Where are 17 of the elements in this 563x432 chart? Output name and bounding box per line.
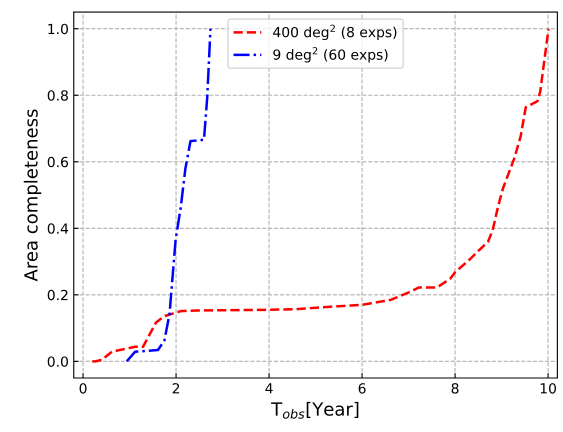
x-tick-label: 0 — [80, 383, 87, 394]
line-series — [126, 27, 212, 363]
legend-label: 9 deg$^{2}$ (60 exps) — [273, 47, 388, 63]
y-tick-label: 0.2 — [48, 290, 68, 300]
x-tick-label: 10 — [540, 383, 556, 394]
x-tick-label: 8 — [452, 383, 459, 394]
y-tick-label: 1.0 — [48, 24, 68, 34]
y-tick-label: 0.6 — [48, 156, 68, 168]
y-axis-title: Area completeness — [24, 109, 42, 282]
legend-label: 400 deg$^{2}$ (8 exps) — [273, 24, 396, 40]
y-tick-label: 0.4 — [48, 223, 68, 234]
x-tick-label: 4 — [265, 383, 273, 394]
y-tick-label: 0.0 — [48, 356, 68, 367]
x-tick-label: 6 — [358, 383, 366, 394]
x-tick-label: 2 — [172, 383, 180, 394]
y-tick-label: 0.8 — [48, 90, 68, 101]
x-axis-title: T$_{obs}$[Year] — [271, 402, 358, 419]
